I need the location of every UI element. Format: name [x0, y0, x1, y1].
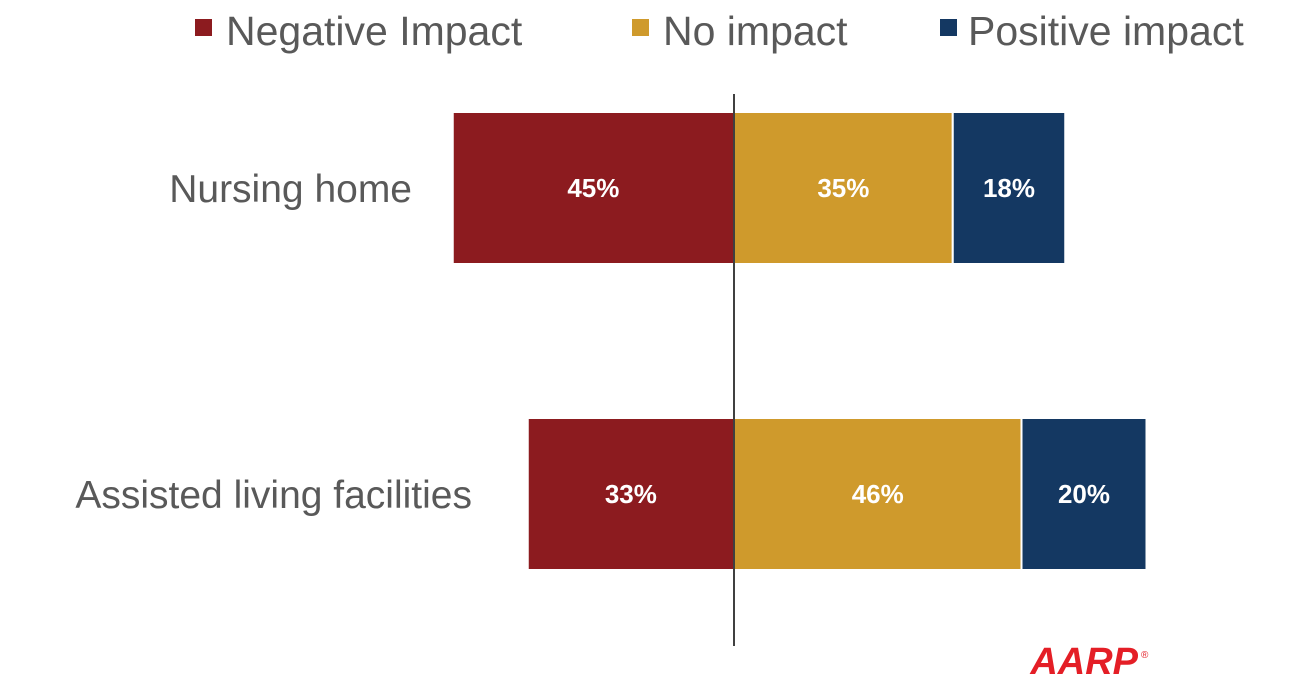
bar-assisted-living-facilities-negative-impact: [526, 417, 735, 571]
chart-legend: Negative Impact No impact Positive impact: [195, 8, 1244, 54]
bar-assisted-living-facilities-no-impact: [733, 417, 1023, 571]
bar-label-nursing-home-negative-impact: 45%: [567, 173, 619, 203]
bar-data-labels: 45% 35% 18% 33% 46% 20%: [567, 173, 1110, 509]
aarp-logo-text: AARP: [1029, 641, 1138, 678]
bar-label-assisted-living-facilities-negative-impact: 33%: [605, 479, 657, 509]
bar-assisted-living-facilities-positive-impact: [1020, 417, 1148, 571]
bar-label-assisted-living-facilities-no-impact: 46%: [852, 479, 904, 509]
legend-label-positive-impact: Positive impact: [968, 8, 1244, 54]
aarp-logo: AARP ®: [1029, 641, 1149, 678]
legend-swatch-negative-impact: [195, 19, 212, 36]
category-label-nursing-home: Nursing home: [169, 168, 412, 211]
legend-label-negative-impact: Negative Impact: [226, 8, 523, 54]
bar-label-assisted-living-facilities-positive-impact: 20%: [1058, 479, 1110, 509]
category-labels: Nursing home Assisted living facilities: [75, 168, 472, 517]
legend-swatch-no-impact: [632, 19, 649, 36]
category-label-assisted-living-facilities: Assisted living facilities: [75, 474, 472, 517]
legend-swatch-positive-impact: [940, 19, 957, 36]
bar-label-nursing-home-no-impact: 35%: [817, 173, 869, 203]
bar-nursing-home-positive-impact: [951, 111, 1067, 265]
aarp-logo-registered-mark: ®: [1141, 650, 1149, 661]
bar-segments: [451, 111, 1148, 571]
legend-label-no-impact: No impact: [663, 8, 848, 54]
bar-label-nursing-home-positive-impact: 18%: [983, 173, 1035, 203]
bar-nursing-home-no-impact: [733, 111, 954, 265]
bar-nursing-home-negative-impact: [451, 111, 735, 265]
